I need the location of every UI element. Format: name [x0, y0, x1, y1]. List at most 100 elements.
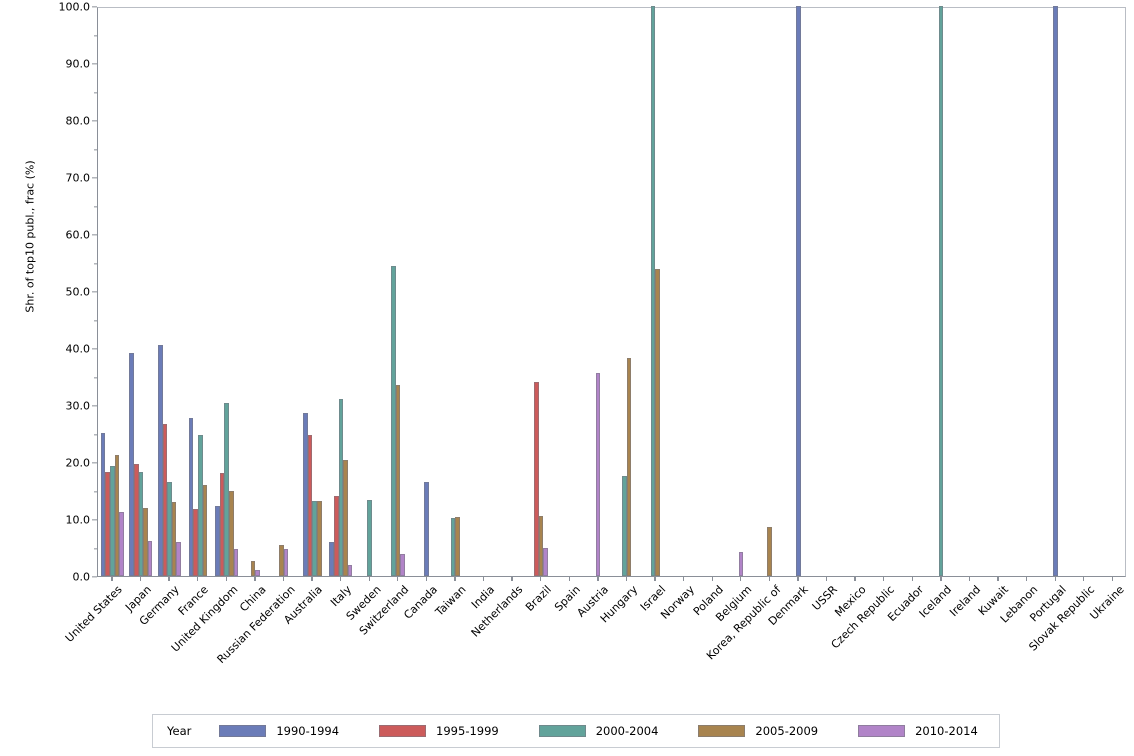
x-tick-mark — [311, 577, 313, 581]
bar — [1053, 6, 1058, 576]
y-tick-label: 70.0 — [65, 171, 91, 185]
bar — [795, 6, 801, 576]
bar — [303, 412, 308, 576]
plot-area — [97, 6, 1126, 577]
bar-group — [184, 8, 213, 576]
bar — [129, 353, 134, 576]
x-tick-mark — [482, 577, 485, 581]
bar-group — [441, 8, 470, 576]
x-tick-label: Italy — [327, 583, 355, 610]
y-tick-mark — [92, 6, 97, 8]
bar — [198, 435, 203, 576]
bar-group — [355, 8, 384, 576]
bar — [543, 547, 548, 576]
y-tick-mark — [92, 63, 97, 65]
bar — [100, 432, 106, 576]
bar — [255, 570, 260, 576]
x-tick-mark — [711, 577, 713, 581]
legend-entry[interactable]: 1990-1994 — [219, 724, 339, 738]
bar — [312, 501, 317, 576]
bar — [338, 399, 344, 576]
bar — [455, 516, 460, 576]
bar — [938, 6, 944, 576]
bar — [329, 541, 335, 576]
legend-entries: 1990-1994 1995-1999 2000-2004 2005-2009 2010… — [219, 724, 978, 738]
y-tick-label: 100.0 — [58, 0, 91, 14]
y-tick-label: 0.0 — [72, 570, 91, 584]
bar-group — [412, 8, 441, 576]
bar — [233, 548, 239, 576]
legend-label: 2000-2004 — [595, 724, 659, 738]
y-tick-mark-minor — [94, 547, 97, 550]
y-tick-label: 40.0 — [65, 342, 91, 356]
bar — [143, 507, 148, 576]
bar — [171, 501, 177, 576]
legend-title: Year — [167, 724, 192, 738]
x-tick-label: Ireland — [946, 583, 984, 620]
bar — [650, 6, 656, 576]
y-tick-mark — [92, 576, 97, 578]
y-tick-mark-minor — [94, 433, 97, 436]
bar — [316, 501, 322, 576]
y-axis-ticks: 0.0 10.0 20.0 30.0 40.0 50.0 60.0 70.0 80.0 90.0 1… — [59, 1, 1126, 584]
x-tick-mark — [654, 577, 656, 581]
x-tick-mark — [425, 577, 427, 581]
bar-group — [155, 8, 184, 576]
bar — [655, 269, 660, 576]
bar — [391, 265, 396, 576]
bar — [119, 512, 124, 576]
x-tick-mark — [454, 577, 456, 581]
bar — [105, 472, 110, 576]
x-tick-mark — [682, 577, 685, 581]
y-tick-label: 80.0 — [65, 114, 91, 128]
x-tick-mark — [254, 577, 256, 581]
bar-group — [1041, 6, 1070, 576]
bar-group — [270, 8, 299, 576]
bar — [228, 491, 234, 576]
bar — [193, 508, 199, 576]
y-tick-mark — [92, 405, 97, 407]
bar — [215, 506, 220, 576]
y-tick-mark-minor — [94, 319, 97, 322]
bar-group — [613, 8, 642, 576]
y-tick-label: 90.0 — [65, 57, 91, 71]
x-tick-mark — [511, 577, 513, 581]
x-tick-mark — [940, 577, 942, 581]
bar — [133, 463, 139, 576]
bar-group — [927, 6, 956, 576]
bar — [202, 484, 208, 576]
x-tick-mark — [854, 577, 856, 581]
bar — [307, 434, 313, 576]
legend-entry[interactable]: 2005-2009 — [698, 724, 818, 738]
y-tick-mark-minor — [94, 205, 97, 208]
bar — [395, 385, 401, 576]
bar-group — [98, 8, 127, 576]
bar — [450, 517, 456, 576]
legend-swatch — [698, 725, 746, 737]
legend-swatch — [858, 725, 906, 737]
x-tick-mark — [768, 577, 770, 581]
x-tick-mark — [1083, 577, 1085, 581]
x-tick-mark — [397, 577, 399, 581]
legend-entry[interactable]: 1995-1999 — [379, 724, 499, 738]
y-tick-label: 50.0 — [65, 285, 91, 299]
bar — [283, 549, 289, 576]
legend-entry[interactable]: 2010-2014 — [858, 724, 978, 738]
y-tick-mark — [92, 519, 97, 521]
x-tick-mark — [997, 577, 999, 581]
bar-group — [241, 8, 270, 576]
legend: Year 1990-1994 1995-1999 2000-2004 2005-200… — [152, 714, 1000, 748]
y-tick-mark — [92, 120, 97, 122]
y-tick-mark — [92, 177, 97, 179]
y-tick-mark-minor — [94, 490, 97, 493]
bar — [334, 496, 339, 576]
x-tick-mark — [225, 577, 227, 581]
bar — [114, 454, 120, 576]
legend-entry[interactable]: 2000-2004 — [538, 724, 659, 738]
bar — [767, 526, 772, 576]
legend-label: 2005-2009 — [755, 724, 819, 738]
y-tick-label: 30.0 — [65, 399, 91, 413]
bar-group — [584, 8, 613, 576]
